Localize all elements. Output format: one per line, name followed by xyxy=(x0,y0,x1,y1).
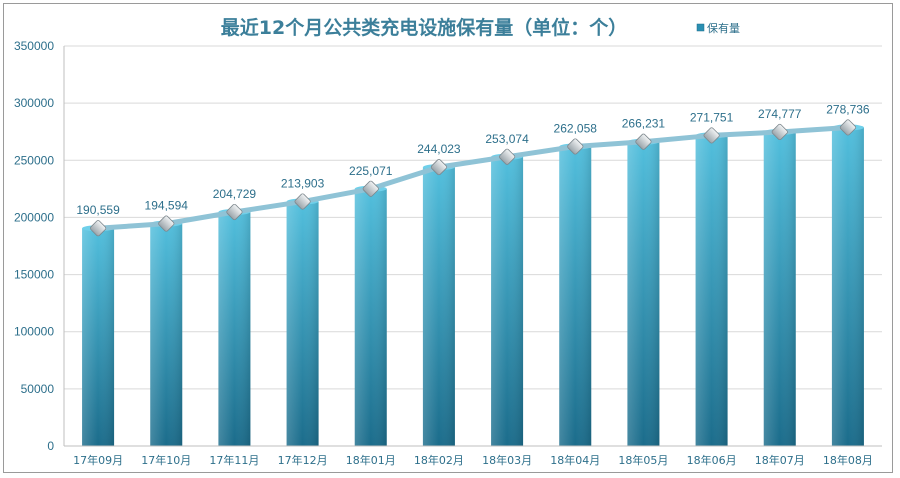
y-tick-label: 0 xyxy=(47,439,54,453)
x-tick-label: 18年04月 xyxy=(550,453,600,467)
data-point-marker xyxy=(362,180,379,197)
x-tick-label: 18年06月 xyxy=(687,453,737,467)
data-point-marker xyxy=(430,159,447,176)
bar-shading xyxy=(831,127,864,446)
x-tick-label: 17年10月 xyxy=(141,453,191,467)
bar-shading xyxy=(150,223,183,446)
y-tick-label: 100000 xyxy=(14,325,54,339)
y-tick-label: 250000 xyxy=(14,153,54,167)
data-label: 213,903 xyxy=(281,177,325,191)
bar-shading xyxy=(695,135,728,446)
data-label: 274,777 xyxy=(758,107,802,121)
data-label: 225,071 xyxy=(349,164,393,178)
data-point-marker xyxy=(226,203,243,221)
x-tick-label: 18年07月 xyxy=(755,453,805,467)
y-tick-label: 50000 xyxy=(21,382,55,396)
x-axis: 17年09月 17年10月 17年11月 17年12月 18年01月 18年02月 18年0… xyxy=(64,445,882,467)
data-label: 278,736 xyxy=(826,102,870,116)
bars xyxy=(82,124,864,447)
chart-title: 最近12个月公共类充电设施保有量（单位：个） xyxy=(221,16,627,39)
bar-shading xyxy=(82,228,115,446)
data-label: 262,058 xyxy=(554,122,598,136)
data-point-marker xyxy=(90,220,107,237)
x-tick-label: 17年12月 xyxy=(278,453,328,467)
legend-label: 保有量 xyxy=(707,21,740,35)
trend-line xyxy=(90,119,856,237)
bar-shading xyxy=(286,201,319,446)
series-line xyxy=(95,124,851,231)
bar-shading xyxy=(763,131,796,446)
bar-shading xyxy=(218,212,251,446)
data-point-marker xyxy=(771,123,788,141)
data-label: 204,729 xyxy=(213,187,257,201)
bar-chart: 最近12个月公共类充电设施保有量（单位：个） 保有量 0 50000 100000 1… xyxy=(14,16,882,467)
data-label: 244,023 xyxy=(417,142,461,156)
data-label: 271,751 xyxy=(690,110,734,124)
data-label: 253,074 xyxy=(485,132,529,146)
data-point-marker xyxy=(499,148,516,165)
chart-frame: 最近12个月公共类充电设施保有量（单位：个） 保有量 0 50000 100000 1… xyxy=(3,3,893,473)
bar-shading xyxy=(422,167,455,446)
y-axis: 0 50000 100000 150000 200000 250000 300000 3500… xyxy=(14,39,65,453)
data-point-marker xyxy=(158,215,175,232)
y-tick-label: 200000 xyxy=(14,210,54,224)
y-tick-label: 150000 xyxy=(14,268,54,282)
data-point-marker xyxy=(567,138,584,155)
legend: 保有量 xyxy=(696,21,740,35)
bar-shading xyxy=(627,141,660,446)
bar-shading xyxy=(354,188,387,446)
x-tick-label: 18年05月 xyxy=(618,453,668,467)
bar-shading xyxy=(559,146,592,447)
data-label: 266,231 xyxy=(622,117,666,131)
bar-shading xyxy=(491,156,524,446)
legend-swatch xyxy=(696,23,705,32)
data-point-marker xyxy=(703,127,720,144)
x-tick-label: 18年01月 xyxy=(346,453,396,467)
x-tick-label: 18年03月 xyxy=(482,453,532,467)
x-tick-label: 17年09月 xyxy=(73,453,123,467)
data-point-marker xyxy=(635,133,652,150)
data-point-marker xyxy=(294,193,311,210)
x-tick-label: 17年11月 xyxy=(209,453,259,467)
data-point-marker xyxy=(839,119,856,136)
data-label: 190,559 xyxy=(76,203,120,217)
y-tick-label: 350000 xyxy=(14,39,54,53)
x-tick-label: 18年02月 xyxy=(414,453,464,467)
data-labels: 190,559 194,594 204,729 213,903 225,071 244,0… xyxy=(76,102,870,217)
y-tick-label: 300000 xyxy=(14,96,54,110)
x-tick-label: 18年08月 xyxy=(823,453,873,467)
data-label: 194,594 xyxy=(145,199,189,213)
